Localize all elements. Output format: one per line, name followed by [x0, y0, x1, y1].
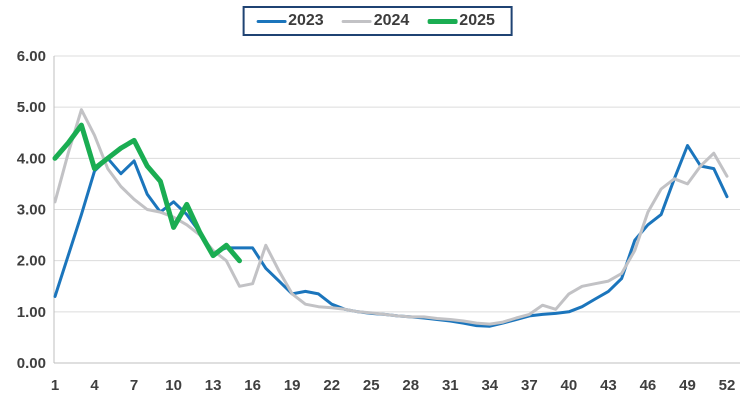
y-tick-label: 5.00	[17, 99, 46, 116]
y-tick-label: 4.00	[17, 150, 46, 167]
legend-swatch-2023-line	[256, 19, 287, 23]
y-tick-label: 0.00	[17, 355, 46, 372]
chart-legend: 2023 2024 2025	[242, 6, 513, 36]
legend-item-2024: 2024	[341, 12, 410, 29]
x-tick-label: 4	[90, 377, 99, 394]
legend-item-2025: 2025	[427, 13, 495, 29]
x-tick-label: 16	[244, 377, 261, 394]
legend-item-2023: 2023	[256, 13, 324, 29]
y-tick-label: 1.00	[17, 304, 46, 321]
x-tick-label: 34	[481, 377, 498, 394]
x-tick-label: 25	[363, 377, 380, 394]
legend-swatch-2025-line	[427, 18, 458, 24]
x-tick-label: 31	[442, 377, 459, 394]
x-tick-label: 22	[323, 377, 340, 394]
x-tick-label: 49	[679, 377, 696, 394]
legend-swatch-2024-line	[341, 19, 372, 23]
y-tick-label: 2.00	[17, 253, 46, 270]
legend-label: 2024	[373, 12, 410, 29]
x-tick-label: 13	[205, 377, 222, 394]
x-tick-label: 43	[600, 377, 617, 394]
x-tick-label: 7	[130, 377, 138, 394]
x-tick-label: 52	[719, 377, 736, 394]
y-tick-label: 6.00	[17, 48, 46, 65]
series-2024-line	[53, 108, 729, 326]
y-tick-label: 3.00	[17, 202, 46, 219]
x-tick-label: 28	[402, 377, 419, 394]
x-tick-label: 19	[284, 377, 301, 394]
series-2025-line	[52, 122, 242, 264]
x-tick-label: 40	[561, 377, 578, 394]
legend-label: 2023	[288, 12, 324, 29]
x-tick-label: 37	[521, 377, 538, 394]
x-tick-label: 1	[51, 377, 59, 394]
x-tick-label: 10	[165, 377, 182, 394]
legend-label: 2025	[459, 12, 495, 29]
x-tick-label: 46	[640, 377, 657, 394]
